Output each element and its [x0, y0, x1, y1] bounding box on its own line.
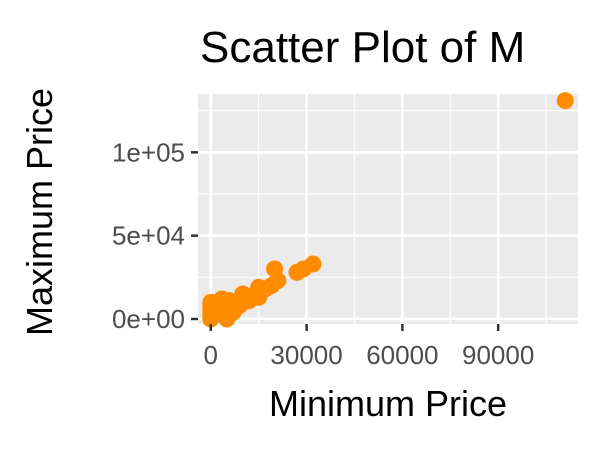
y-tick-label: 1e+05: [112, 137, 185, 167]
y-axis: 0e+00 5e+04 1e+05: [112, 137, 198, 334]
data-points: [202, 92, 574, 328]
chart-title: Scatter Plot of M: [200, 23, 525, 72]
x-tick-label: 60000: [366, 340, 438, 370]
data-point: [556, 92, 574, 110]
x-tick-label: 90000: [462, 340, 534, 370]
x-tick-label: 30000: [270, 340, 342, 370]
x-axis: 0 30000 60000 90000: [204, 324, 534, 370]
x-axis-title: Minimum Price: [269, 383, 507, 424]
data-point: [269, 272, 287, 290]
x-tick-label: 0: [204, 340, 218, 370]
y-tick-label: 5e+04: [112, 221, 185, 251]
data-point: [304, 255, 322, 273]
grid-major: [198, 94, 578, 324]
grid-minor: [198, 94, 578, 324]
plot-area: [198, 92, 578, 328]
y-tick-label: 0e+00: [112, 304, 185, 334]
y-axis-title: Maximum Price: [19, 88, 60, 336]
